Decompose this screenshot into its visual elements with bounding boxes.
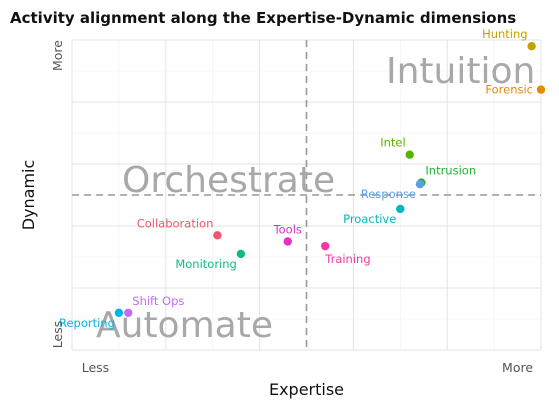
data-point-collaboration <box>213 231 222 240</box>
data-point-hunting <box>527 42 536 51</box>
quadrant-label-intuition: Intuition <box>386 51 535 92</box>
x-tick-label: More <box>502 360 533 375</box>
point-label-forensic: Forensic <box>485 83 533 97</box>
y-axis-ticks: Less More <box>50 40 65 349</box>
point-label-tools: Tools <box>273 223 302 237</box>
data-point-tools <box>283 237 292 246</box>
point-labels: Hunting Forensic Intel Intrusion Response Pro… <box>59 27 533 330</box>
point-label-training: Training <box>324 252 370 266</box>
point-label-intrusion: Intrusion <box>425 164 476 178</box>
reference-lines <box>72 40 541 350</box>
y-tick-label: Less <box>50 321 65 348</box>
x-axis-ticks: Less More <box>82 360 534 375</box>
data-points <box>114 42 546 317</box>
chart-title: Activity alignment along the Expertise-D… <box>10 9 516 27</box>
data-point-reporting <box>114 308 124 317</box>
point-label-shift-ops: Shift Ops <box>132 294 184 308</box>
data-point-response <box>415 179 425 189</box>
point-label-monitoring: Monitoring <box>175 257 237 271</box>
data-point-shift-ops <box>124 308 133 317</box>
data-point-intel <box>405 150 414 159</box>
point-label-collaboration: Collaboration <box>137 216 214 230</box>
data-point-forensic <box>536 85 546 94</box>
point-label-intel: Intel <box>380 136 405 150</box>
point-label-response: Response <box>361 187 416 201</box>
point-label-reporting: Reporting <box>59 316 115 330</box>
data-point-proactive <box>396 204 405 214</box>
y-tick-label: More <box>50 40 65 71</box>
quadrant-label-orchestrate: Orchestrate <box>122 160 335 201</box>
data-point-training <box>321 241 330 251</box>
x-axis-title: Expertise <box>269 380 344 399</box>
data-point-monitoring <box>236 249 246 259</box>
point-label-proactive: Proactive <box>343 212 396 226</box>
y-axis-title: Dynamic <box>19 160 38 231</box>
x-tick-label: Less <box>82 360 109 375</box>
point-label-hunting: Hunting <box>482 27 528 41</box>
